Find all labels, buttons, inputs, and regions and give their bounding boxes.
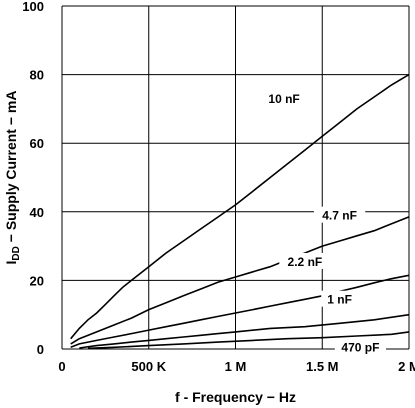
grid	[61, 5, 410, 350]
y-tick-label: 60	[30, 136, 44, 151]
x-axis-title: f - Frequency − Hz	[175, 389, 296, 405]
y-tick-label: 20	[30, 273, 44, 288]
tick-labels: 0 500 K 1 M 1.5 M 2 M 0 20 40 60 80 100	[22, 0, 415, 374]
y-axis-title-prefix: I	[3, 261, 19, 265]
series-label-background	[262, 90, 307, 107]
series-label-background	[321, 290, 358, 307]
x-tick-label: 500 K	[131, 359, 166, 374]
y-axis-title-rest: − Supply Current − mA	[3, 91, 19, 247]
series-line-2.2-nf	[70, 274, 410, 349]
series-label-10-nf: 10 nF	[268, 92, 299, 106]
y-tick-label: 100	[22, 0, 44, 14]
series-line-4.7-nf	[70, 216, 410, 345]
series-line-10-nf	[70, 73, 410, 340]
series-labels: 10 nF 4.7 nF 2.2 nF 1 nF 470 pF	[262, 90, 387, 355]
y-tick-label: 40	[30, 205, 44, 220]
x-tick-label: 0	[58, 359, 65, 374]
y-axis-title: IDD − Supply Current − mA	[3, 91, 22, 265]
series-line-1-nf	[79, 313, 410, 349]
y-tick-label: 0	[37, 342, 44, 357]
series-label-background	[334, 338, 387, 355]
series-label-470-pf: 470 pF	[341, 341, 379, 355]
series-group	[70, 73, 410, 350]
series-line-470-pf	[87, 331, 410, 350]
series-label-background	[314, 206, 366, 223]
x-tick-label: 1 M	[225, 359, 247, 374]
x-tick-label: 1.5 M	[306, 359, 339, 374]
x-tick-label: 2 M	[398, 359, 415, 374]
series-label-4.7-nf: 4.7 nF	[322, 209, 357, 223]
series-label-2.2-nf: 2.2 nF	[288, 255, 323, 269]
series-label-background	[279, 252, 331, 269]
series-label-1-nf: 1 nF	[327, 293, 352, 307]
y-axis-title-subscript: DD	[11, 246, 22, 260]
y-tick-label: 80	[30, 68, 44, 83]
